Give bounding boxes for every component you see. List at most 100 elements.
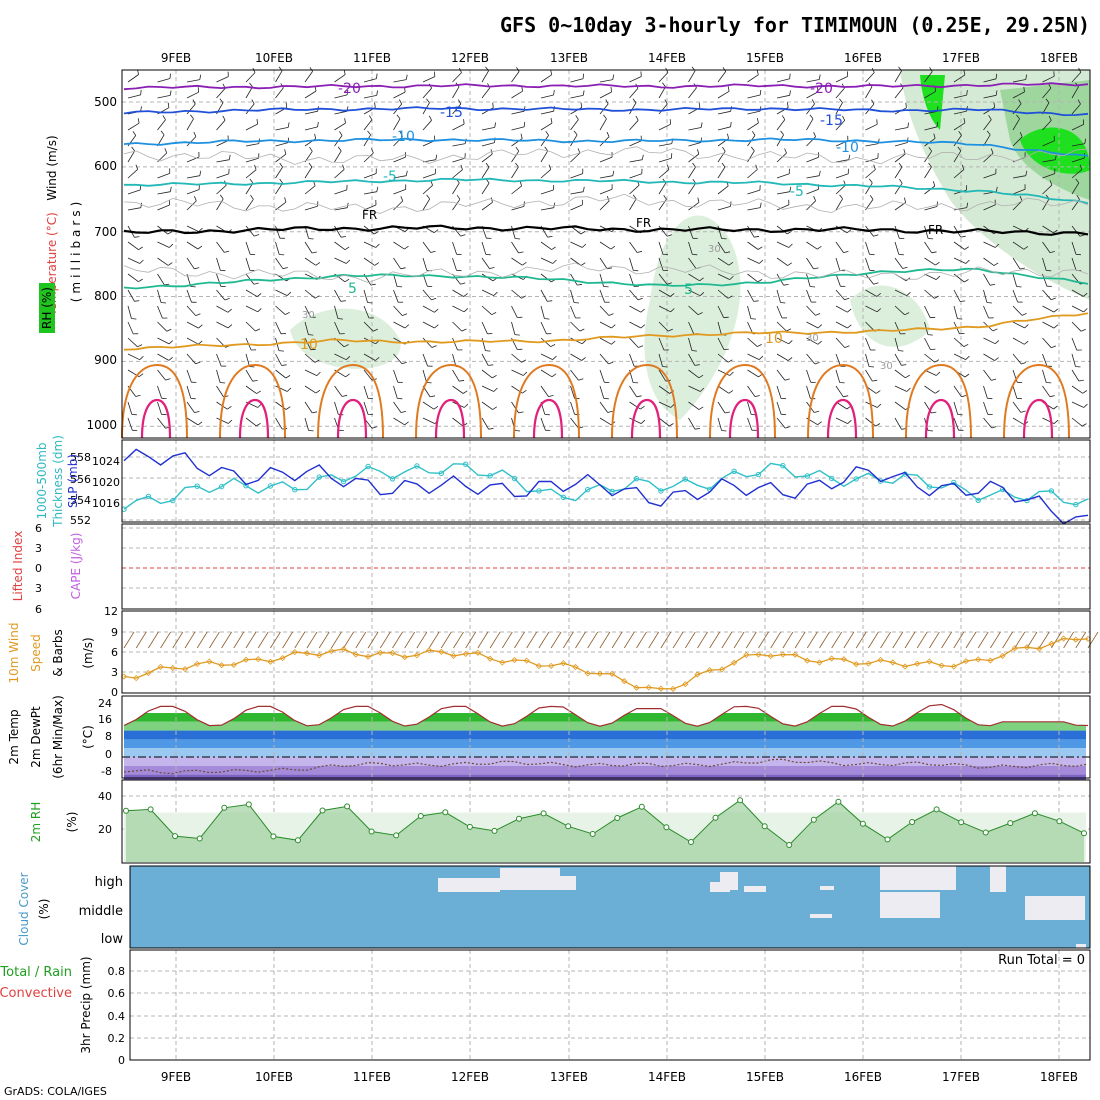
wind-barb [835, 353, 841, 367]
wind-barb-flag [610, 245, 616, 250]
wind-barb [275, 305, 286, 315]
wind-barb [865, 157, 879, 163]
wind-barb-flag [842, 115, 846, 121]
wind-barb [393, 79, 407, 83]
rh-marker [565, 823, 572, 830]
wind-barb-flag [1048, 83, 1052, 89]
wind-barb [924, 71, 933, 83]
wind-barb [481, 417, 489, 430]
wind-barb [658, 123, 671, 131]
wind-barb [393, 401, 402, 413]
wind-barb-flag [697, 312, 703, 316]
wind-barb-flag [400, 267, 406, 270]
wind-barb-flag [1020, 410, 1026, 413]
wind-barb-flag [610, 86, 612, 93]
wind-tick: 9 [111, 626, 118, 639]
wind-barb-flag [463, 119, 465, 125]
wind-barb [835, 369, 841, 383]
rh-marker [466, 823, 473, 830]
thickness-marker [926, 484, 933, 490]
wind-barb-flag [194, 196, 197, 202]
wind-barb [688, 87, 697, 99]
wind-barb-10m [428, 631, 440, 649]
wind-barb-flag [547, 236, 553, 238]
wind-speed-marker [975, 656, 982, 663]
wind-barb-flag [868, 366, 875, 368]
wind-barb [393, 273, 398, 287]
isotherm-line [123, 137, 1089, 157]
wind-barb-flag [227, 405, 232, 410]
ylabel-wind: Wind (m/s) [45, 135, 59, 200]
rh-legend-swatch [39, 283, 55, 333]
wind-barb-flag [519, 180, 522, 187]
wind-barb-10m [440, 631, 452, 649]
wind-barb [540, 305, 545, 319]
thickness-marker [633, 476, 640, 482]
wind-barb-flag [1019, 132, 1023, 137]
wind-barb [629, 87, 639, 99]
wind-barb [540, 74, 553, 83]
wind-barb-flag [928, 162, 932, 168]
wind-barb [127, 74, 139, 83]
wind-barb-flag [875, 423, 881, 427]
wind-barb [629, 159, 643, 163]
wind-barb [717, 369, 730, 376]
wind-barb [511, 289, 522, 299]
cape-panel-frame [121, 523, 1091, 610]
wind-barb-flag [961, 164, 965, 170]
wind-barb [658, 257, 664, 271]
wind-barb [806, 136, 816, 147]
wind-barb-flag [932, 181, 936, 187]
wind-barb [1071, 143, 1085, 147]
thickness-panel: 558 556 554 552 1024 1020 1016 1000-500m… [35, 435, 1091, 528]
thickness-series [121, 448, 1089, 525]
wind-barb-10m [697, 631, 708, 649]
wind-barb [865, 417, 876, 427]
wind-barb-flag [813, 196, 816, 201]
wind-barb [776, 385, 782, 399]
wind-barb [304, 110, 318, 115]
wind-barb [629, 417, 642, 424]
wind-barb [924, 273, 937, 280]
wind-barb [304, 90, 317, 99]
wind-barb-flag [131, 318, 137, 320]
wind-barb-flag [757, 279, 763, 283]
wind-barb [422, 198, 431, 211]
wind-barb-flag [430, 250, 436, 253]
wind-barb [304, 321, 309, 335]
rh-marker [614, 815, 621, 821]
wind-barb [275, 225, 281, 239]
wind-barb [393, 305, 403, 316]
temp-tick: 8 [105, 730, 112, 743]
thickness-marker [780, 463, 786, 469]
wind-barb [924, 166, 932, 179]
ylabel-temp-unit: (°C) [81, 725, 95, 749]
wind-barb [570, 305, 576, 319]
wind-barb [422, 401, 435, 410]
wind-barb-flag [522, 261, 527, 266]
wind-barb [865, 169, 876, 179]
slp-tick: 1024 [92, 455, 120, 468]
wind-barb [717, 126, 731, 131]
wind-barb [511, 126, 525, 131]
wind-barb-flag [964, 246, 970, 250]
wind-barb [127, 94, 141, 99]
wind-barb [570, 385, 575, 399]
wind-barb [481, 87, 491, 99]
wind-barb [540, 169, 552, 179]
wind-barb [363, 401, 369, 415]
wind-speed-marker [633, 684, 640, 691]
wind-barb [953, 289, 961, 302]
wind-barb [835, 337, 846, 348]
rh-shade [644, 215, 741, 420]
wind-barb-flag [139, 356, 144, 360]
wind-barb-flag [817, 86, 819, 92]
wind-barb [776, 152, 787, 163]
contour-label: 30 [880, 361, 893, 372]
thickness-marker [536, 488, 542, 494]
wind-barb-flag [898, 162, 903, 168]
wind-barb-flag [666, 234, 672, 237]
wind-barb-10m [770, 631, 782, 649]
wind-barb-flag [810, 286, 816, 288]
bottom-date-label: 18FEB [1040, 1070, 1078, 1084]
